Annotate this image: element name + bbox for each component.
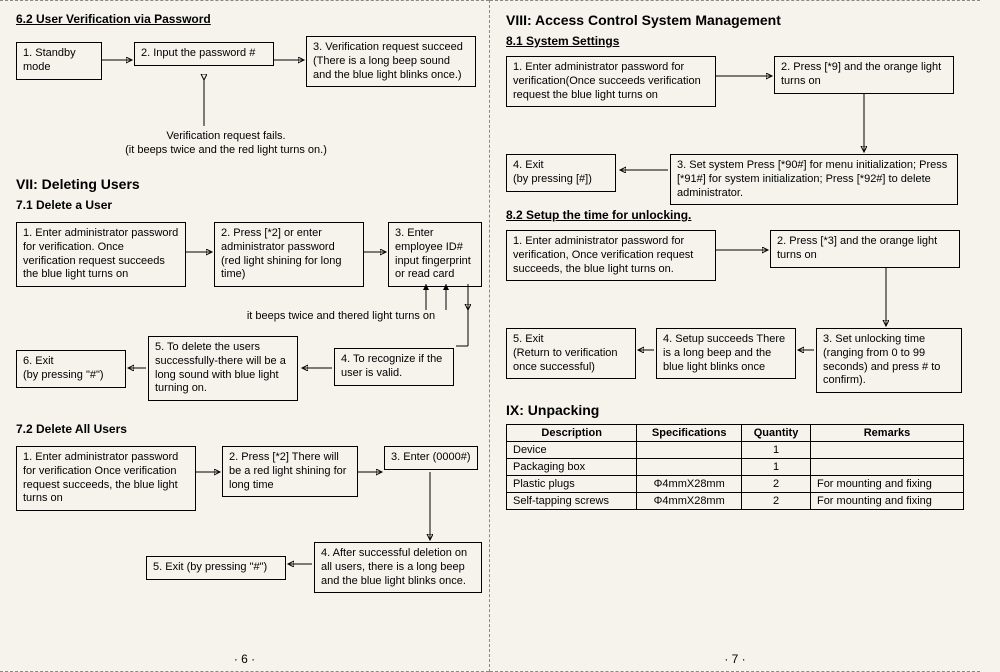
box-71-5: 5. To delete the users successfully-ther… (148, 336, 298, 401)
heading-8: VIII: Access Control System Management (506, 12, 964, 28)
box-62-2: 2. Input the password # (134, 42, 274, 66)
box-82-3: 3. Set unlocking time (ranging from 0 to… (816, 328, 962, 393)
area-71: 1. Enter administrator password for veri… (16, 218, 473, 418)
label-71-mid: it beeps twice and thered light turns on (226, 310, 456, 324)
box-72-3: 3. Enter (0000#) (384, 446, 478, 470)
box-82-2: 2. Press [*3] and the orange light turns… (770, 230, 960, 268)
area-81: 1. Enter administrator password for veri… (506, 54, 964, 204)
heading-82: 8.2 Setup the time for unlocking. (506, 208, 964, 222)
th-desc: Description (507, 425, 637, 442)
box-82-5: 5. Exit (Return to verification once suc… (506, 328, 636, 379)
heading-62: 6.2 User Verification via Password (16, 12, 473, 26)
table-row: Plastic plugs Φ4mmX28mm 2 For mounting a… (507, 476, 964, 493)
th-qty: Quantity (742, 425, 811, 442)
box-81-2: 2. Press [*9] and the orange light turns… (774, 56, 954, 94)
heading-9: IX: Unpacking (506, 402, 964, 418)
box-62-3: 3. Verification request succeed (There i… (306, 36, 476, 87)
box-72-2: 2. Press [*2] There will be a red light … (222, 446, 358, 497)
box-71-2: 2. Press [*2] or enter administrator pas… (214, 222, 364, 287)
box-72-1: 1. Enter administrator password for veri… (16, 446, 196, 511)
heading-71: 7.1 Delete a User (16, 198, 473, 212)
box-72-4: 4. After successful deletion on all user… (314, 542, 482, 593)
pagenum-left: · 6 · (0, 652, 489, 666)
label-62-fail: Verification request fails. (it beeps tw… (76, 130, 376, 158)
area-72: 1. Enter administrator password for veri… (16, 442, 473, 622)
page-left: 6.2 User Verification via Password 1. St… (0, 0, 490, 672)
box-71-6: 6. Exit (by pressing "#") (16, 350, 126, 388)
box-72-5: 5. Exit (by pressing "#") (146, 556, 286, 580)
box-82-4: 4. Setup succeeds There is a long beep a… (656, 328, 796, 379)
page-right: VIII: Access Control System Management 8… (490, 0, 980, 672)
box-82-1: 1. Enter administrator password for veri… (506, 230, 716, 281)
box-71-3: 3. Enter employee ID# input fingerprint … (388, 222, 482, 287)
area-62: 1. Standby mode 2. Input the password # … (16, 32, 473, 172)
pagenum-right: · 7 · (490, 652, 980, 666)
table-row: Device 1 (507, 442, 964, 459)
box-62-1: 1. Standby mode (16, 42, 102, 80)
table-row: Packaging box 1 (507, 459, 964, 476)
heading-7: VII: Deleting Users (16, 176, 473, 192)
th-spec: Specifications (637, 425, 742, 442)
unpacking-table: Description Specifications Quantity Rema… (506, 424, 964, 510)
table-row: Self-tapping screws Φ4mmX28mm 2 For moun… (507, 493, 964, 510)
box-71-4: 4. To recognize if the user is valid. (334, 348, 454, 386)
box-81-3: 3. Set system Press [*90#] for menu init… (670, 154, 958, 205)
area-82: 1. Enter administrator password for veri… (506, 228, 964, 398)
heading-72: 7.2 Delete All Users (16, 422, 473, 436)
th-rem: Remarks (810, 425, 963, 442)
box-71-1: 1. Enter administrator password for veri… (16, 222, 186, 287)
heading-81: 8.1 System Settings (506, 34, 964, 48)
box-81-4: 4. Exit (by pressing [#]) (506, 154, 616, 192)
box-81-1: 1. Enter administrator password for veri… (506, 56, 716, 107)
